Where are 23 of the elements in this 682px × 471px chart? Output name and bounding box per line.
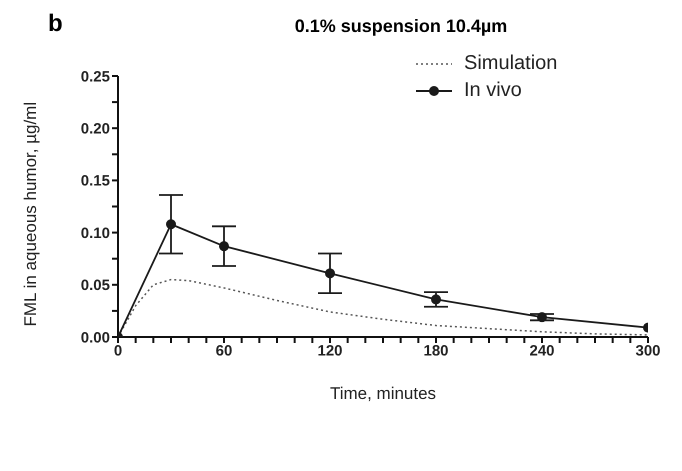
y-axis-title: FML in aqueous humor, µg/ml	[21, 102, 40, 326]
x-tick-label: 60	[216, 342, 232, 360]
text: b	[48, 10, 63, 38]
x-tick-label: 180	[423, 342, 449, 360]
y-tick-label: 0.25	[80, 68, 110, 86]
x-tick-label: 0	[114, 342, 122, 360]
y-tick-label: 0.15	[80, 172, 110, 190]
x-tick-label: 300	[635, 342, 661, 360]
point	[537, 312, 547, 322]
x-axis-title: Time, minutes	[330, 384, 436, 403]
point	[166, 219, 176, 230]
point	[431, 294, 441, 304]
x-tick-label: 120	[317, 342, 343, 360]
y-tick-label: 0.00	[80, 329, 110, 346]
y-tick-label: 0.20	[80, 120, 110, 138]
y-tick-label: 0.10	[80, 224, 110, 242]
chart-title: 0.1% suspension 10.4µm	[294, 16, 508, 37]
y-tick-label: 0.05	[80, 277, 110, 294]
point	[325, 268, 335, 278]
legend-label: Simulation	[464, 52, 558, 75]
legend-label: In vivo	[464, 79, 522, 102]
point	[219, 241, 229, 252]
x-tick-label: 240	[529, 342, 555, 360]
